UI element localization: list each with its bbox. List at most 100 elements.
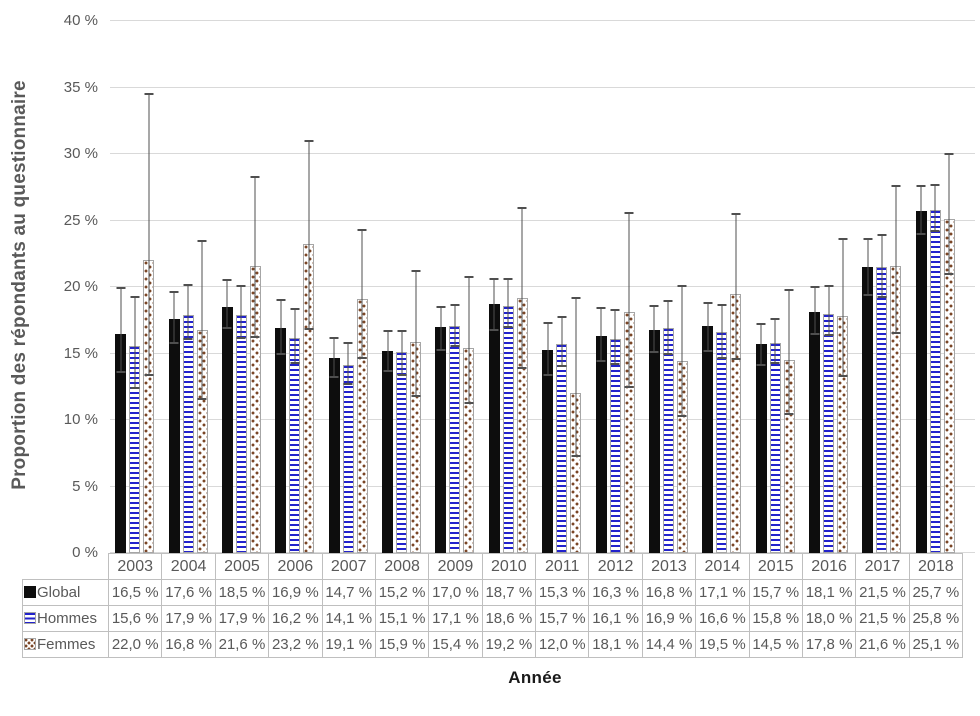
plot-area: 0 % 5 % 10 % 15 % 20 % 25 % 30 % 35 % 40 %	[64, 13, 975, 561]
table-value-cell: 19,1 %	[321, 631, 376, 658]
y-tick-label: 35 %	[63, 78, 98, 96]
year-label: 2014	[695, 553, 750, 580]
error-bar-cap-top	[397, 330, 407, 333]
bar-global-2005	[221, 279, 233, 553]
error-bar-line	[333, 337, 335, 378]
table-year-header-row: 2003 2004 2005 2006 2007 2008 2009 2010 2011 2012…	[23, 553, 964, 580]
bar-group-2017	[855, 21, 908, 553]
error-bar-cap-top	[596, 307, 606, 310]
bar-hommes-2012	[609, 308, 621, 553]
error-bar-cap-top	[130, 295, 140, 298]
year-label: 2003	[107, 553, 163, 580]
error-bar-line	[895, 186, 897, 333]
error-bar-line	[415, 271, 417, 397]
y-axis-title: Proportion des répondants au questionnai…	[9, 80, 30, 490]
error-bar-cap-bottom	[838, 375, 848, 378]
bar-group-2012	[588, 21, 641, 553]
year-label: 2012	[588, 553, 643, 580]
error-bar-cap-top	[450, 303, 460, 306]
error-bar-cap-top	[436, 305, 446, 308]
table-value-cell: 14,5 %	[748, 631, 803, 658]
table-value-cell: 15,2 %	[374, 579, 430, 606]
table-value-cell: 14,1 %	[321, 605, 376, 632]
error-bar-line	[280, 300, 282, 354]
bar-group-2015	[749, 21, 802, 553]
bar-femmes-2017	[890, 185, 902, 553]
error-bar-line	[226, 280, 228, 329]
bar-group-2011	[535, 21, 588, 553]
bar-hommes-2018	[929, 183, 941, 553]
table-value-cell: 25,1 %	[908, 631, 964, 658]
error-bar-cap-top	[169, 291, 179, 294]
error-bar-line	[920, 185, 922, 234]
gridline	[110, 286, 975, 287]
error-bar-line	[600, 308, 602, 362]
bar-femmes-2003	[143, 93, 155, 553]
year-label: 2007	[321, 553, 376, 580]
year-label: 2004	[161, 553, 216, 580]
legend-label: Hommes	[37, 610, 98, 627]
error-bar-cap-bottom	[677, 415, 687, 418]
table-value-cell: 21,6 %	[214, 631, 270, 658]
y-tick-label: 0 %	[72, 544, 98, 561]
error-bar-cap-bottom	[624, 386, 634, 389]
error-bar-cap-bottom	[464, 402, 474, 405]
bar-hommes-2011	[556, 315, 568, 553]
error-bar-cap-top	[543, 321, 553, 324]
error-bar-line	[493, 279, 495, 330]
error-bar-cap-bottom	[130, 387, 140, 390]
bar-global-2009	[435, 305, 447, 553]
error-bar-cap-bottom	[756, 364, 766, 367]
bar-group-2004	[161, 21, 214, 553]
error-bar-cap-bottom	[649, 351, 659, 354]
error-bar-cap-top	[944, 153, 954, 156]
error-bar-line	[201, 240, 203, 400]
bar-group-2007	[322, 21, 375, 553]
error-bar-line	[401, 331, 403, 376]
error-bar-cap-bottom	[543, 373, 553, 376]
error-bar-cap-bottom	[250, 335, 260, 338]
error-bar-cap-top	[236, 285, 246, 287]
bar-hommes-2016	[823, 285, 835, 553]
bar-group-2006	[268, 21, 321, 553]
error-bar-cap-top	[784, 289, 794, 291]
error-bar-line	[454, 304, 456, 346]
table-value-cell: 16,9 %	[268, 579, 323, 606]
error-bar-cap-top	[677, 285, 687, 287]
table-value-cell: 15,7 %	[748, 579, 803, 606]
table-value-cell: 16,3 %	[588, 579, 643, 606]
bar-global-2010	[488, 278, 500, 553]
bar-femmes-2018	[943, 153, 955, 553]
error-bar-cap-top	[464, 275, 474, 278]
error-bar-cap-bottom	[383, 369, 393, 372]
error-bar-cap-top	[824, 285, 834, 287]
error-bar-cap-top	[383, 329, 393, 332]
legend-cell-hommes: Hommes	[22, 605, 109, 632]
x-axis-title: Année	[508, 668, 562, 687]
error-bar-line	[294, 308, 296, 364]
legend-label: Global	[37, 584, 81, 601]
error-bar-cap-top	[557, 315, 567, 318]
year-label: 2011	[534, 553, 590, 580]
error-bar-cap-bottom	[116, 371, 126, 374]
bar-hommes-2014	[716, 303, 728, 553]
error-bar-cap-bottom	[916, 232, 926, 235]
error-bar-cap-top	[838, 238, 848, 241]
error-bar-cap-top	[517, 206, 527, 209]
error-bar-cap-top	[276, 299, 286, 302]
table-value-cell: 14,7 %	[321, 579, 376, 606]
error-bar-cap-bottom	[731, 358, 741, 361]
bar-hommes-2015	[769, 318, 781, 553]
error-bar-cap-bottom	[450, 344, 460, 347]
table-value-cell: 22,0 %	[107, 631, 163, 658]
table-value-cell: 16,8 %	[641, 579, 697, 606]
error-bar-line	[134, 296, 136, 389]
error-bar-cap-bottom	[276, 352, 286, 355]
bar-hommes-2010	[502, 278, 514, 553]
bar-femmes-2016	[837, 238, 849, 553]
bar-global-2012	[595, 307, 607, 553]
bar-femmes-2013	[676, 285, 688, 553]
gridline	[110, 20, 975, 21]
table-value-cell: 19,2 %	[481, 631, 537, 658]
bar-group-2014	[695, 21, 748, 553]
